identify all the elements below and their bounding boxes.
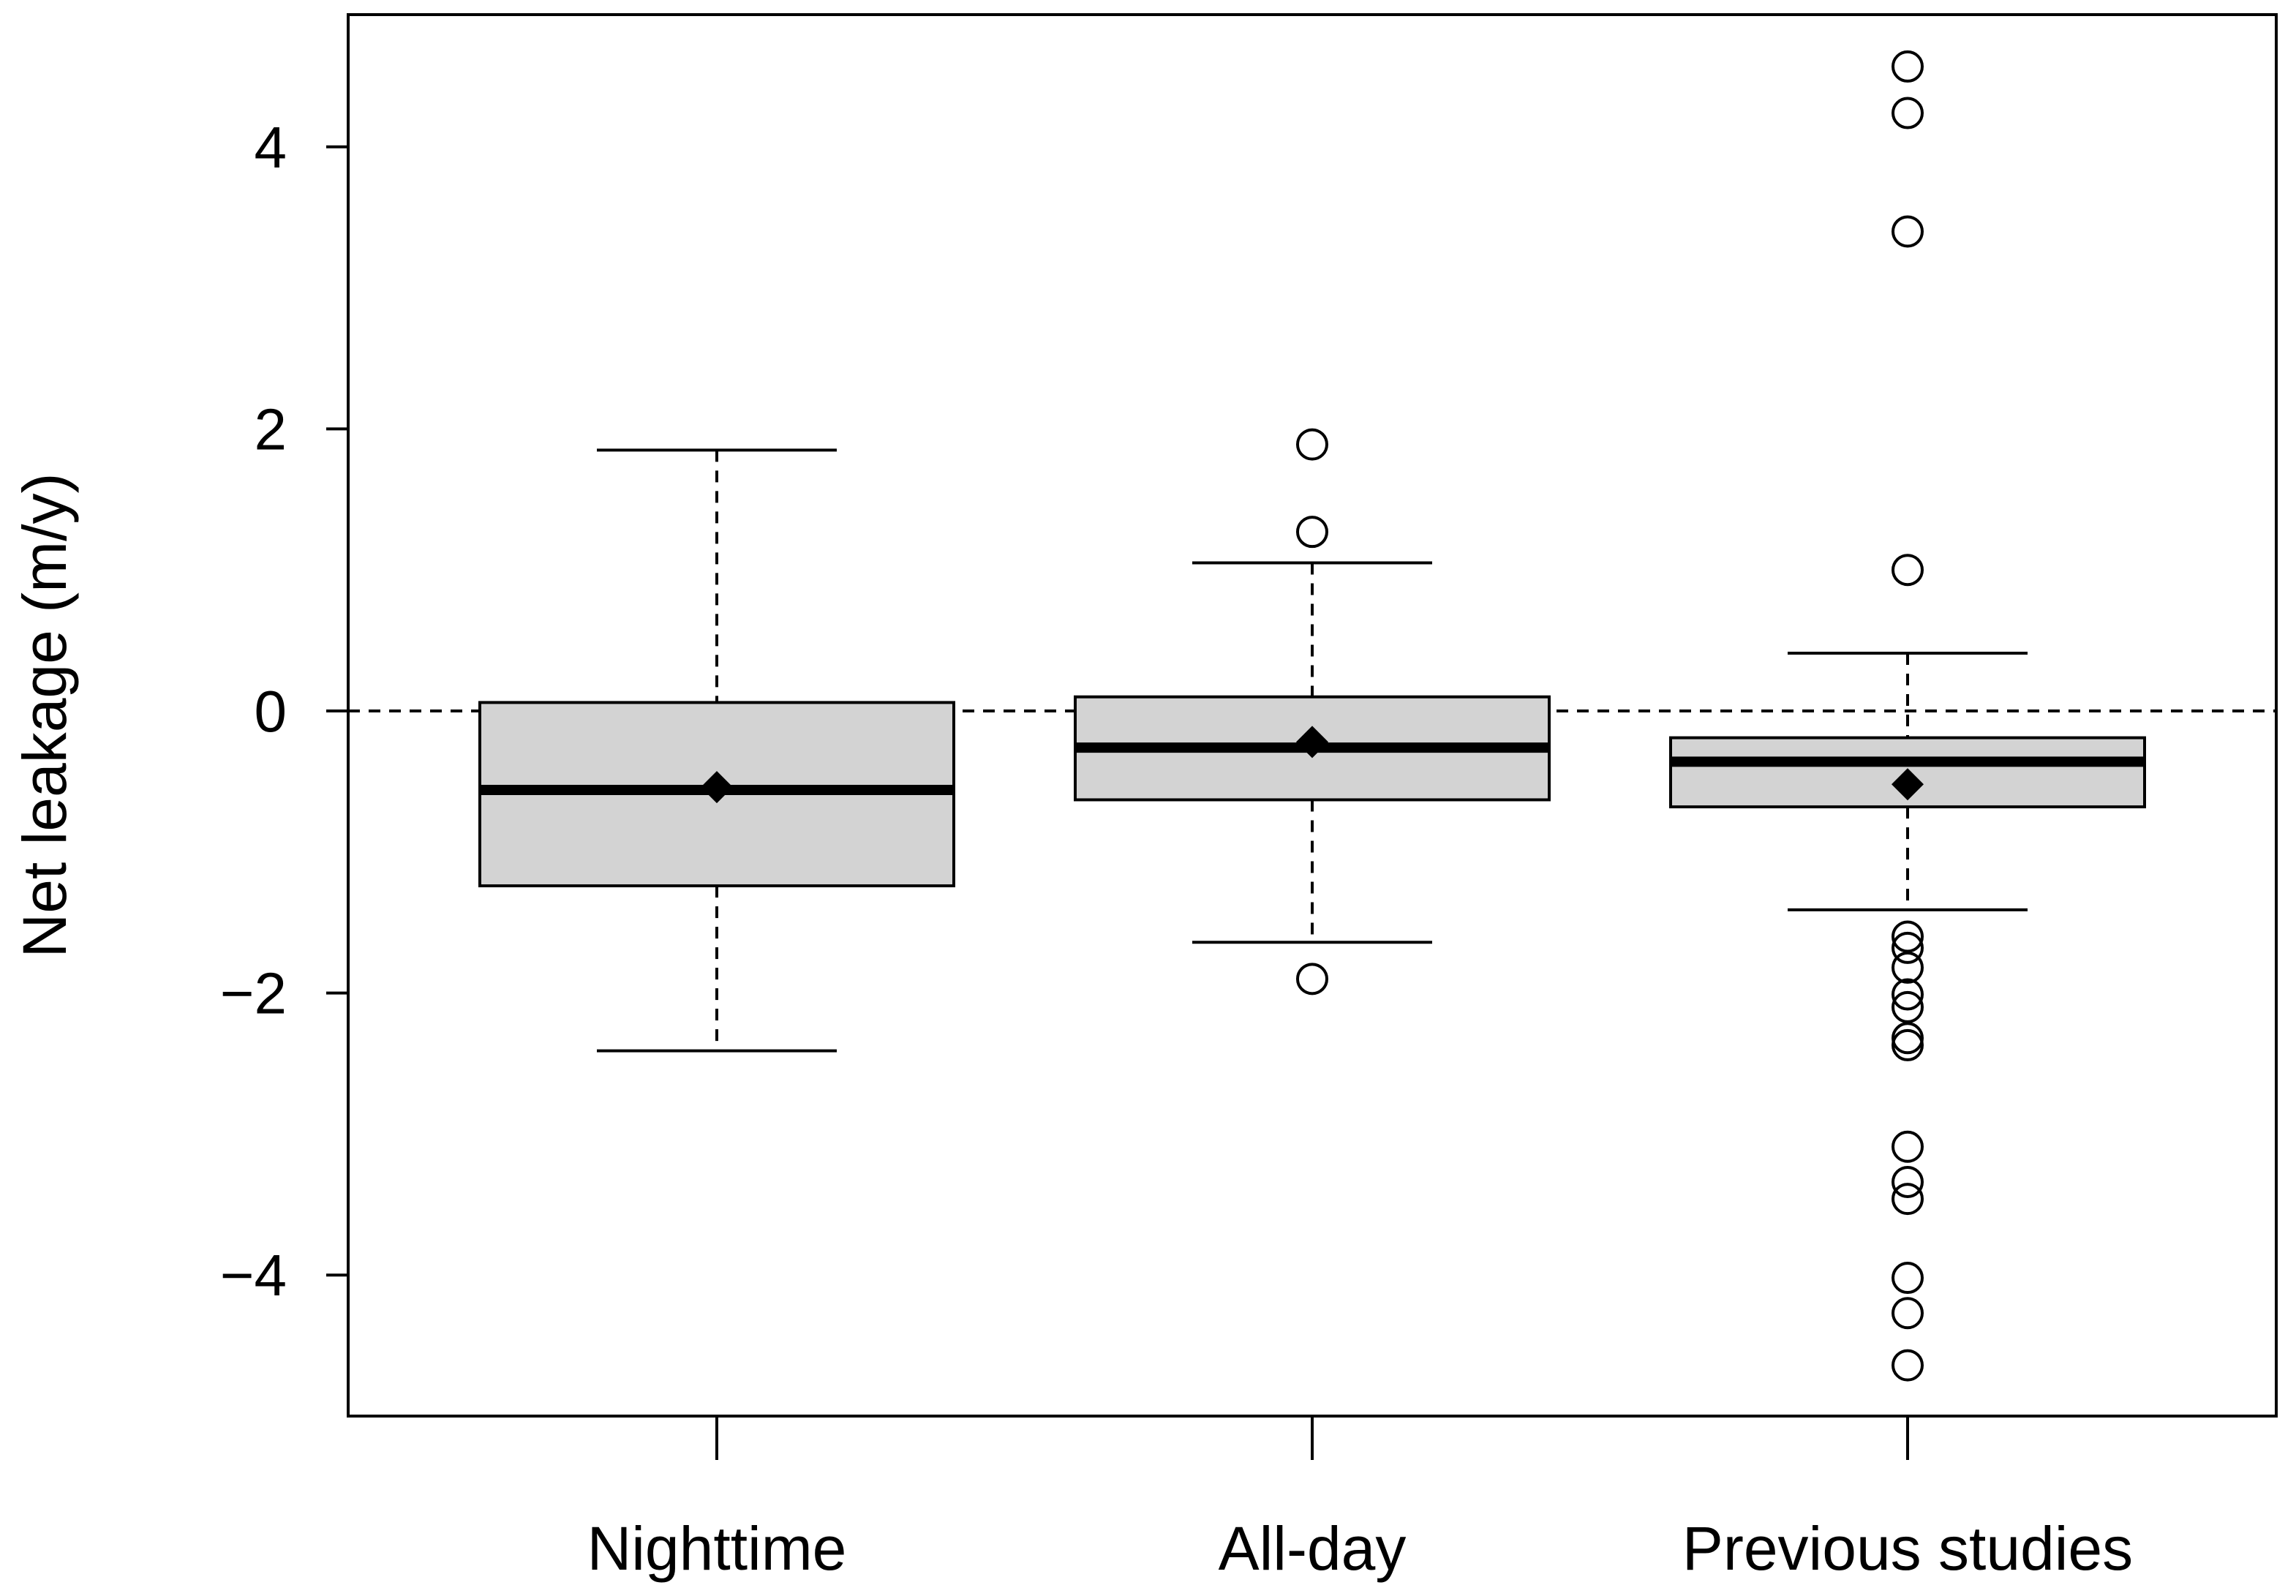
y-axis-label: Net leakage (m/y): [10, 473, 79, 958]
outlier-point: [1892, 931, 1924, 964]
outlier-point: [1892, 215, 1924, 248]
outlier-point: [1892, 1297, 1924, 1330]
outlier-point: [1892, 1165, 1924, 1198]
outlier-point: [1892, 951, 1924, 984]
outlier-point: [1296, 963, 1328, 995]
outlier-point: [1892, 920, 1924, 953]
y-tick-label: 4: [255, 115, 287, 180]
x-tick-label: All-day: [1219, 1514, 1407, 1583]
outlier-point: [1296, 516, 1328, 549]
outlier-point: [1892, 1022, 1924, 1055]
x-tick-label: Nighttime: [587, 1514, 847, 1583]
outlier-point: [1892, 554, 1924, 587]
y-tick-label: 0: [255, 679, 287, 744]
mean-marker: [1296, 726, 1328, 759]
outlier-point: [1296, 428, 1328, 461]
y-tick-label: −2: [220, 961, 287, 1026]
outlier-point: [1892, 1130, 1924, 1163]
outlier-point: [1892, 978, 1924, 1011]
outlier-point: [1892, 50, 1924, 83]
outlier-point: [1892, 1183, 1924, 1216]
mean-marker: [701, 771, 733, 804]
mean-marker: [1892, 768, 1924, 801]
outlier-point: [1892, 1262, 1924, 1295]
y-tick-label: 2: [255, 396, 287, 462]
outlier-point: [1892, 97, 1924, 129]
x-tick-label: Previous studies: [1682, 1514, 2133, 1583]
y-tick-label: −4: [220, 1243, 287, 1308]
outlier-point: [1892, 1349, 1924, 1382]
outlier-point: [1892, 990, 1924, 1023]
outlier-point: [1892, 1028, 1924, 1061]
